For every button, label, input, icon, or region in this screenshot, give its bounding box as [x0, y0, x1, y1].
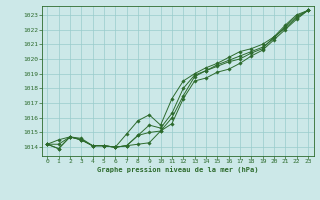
X-axis label: Graphe pression niveau de la mer (hPa): Graphe pression niveau de la mer (hPa): [97, 166, 258, 173]
